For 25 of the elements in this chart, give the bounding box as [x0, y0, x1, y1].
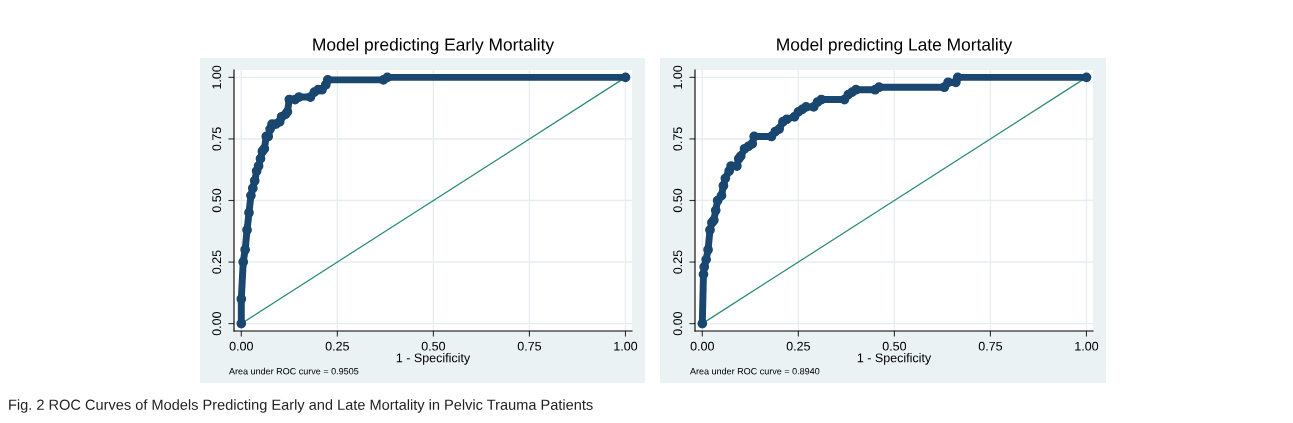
- x-tick-label: 0.00: [229, 341, 253, 351]
- x-axis-title: 1 - Specificity: [396, 353, 471, 365]
- x-tick-label: 1.00: [1075, 341, 1099, 351]
- x-tick-label: 0.25: [325, 341, 349, 351]
- x-axis-title: 1 - Specificity: [857, 353, 932, 365]
- x-tick-label: 0.75: [978, 341, 1003, 351]
- y-tick-label: 0.75: [673, 127, 683, 151]
- y-tick-label: 0.25: [673, 250, 683, 274]
- x-tick-label: 0.25: [786, 341, 810, 351]
- y-tick-label: 0.75: [212, 127, 222, 151]
- y-tick-label: 1.00: [212, 65, 222, 89]
- text: Area under ROC curve = 0.9505: [229, 367, 359, 375]
- x-tick-label: 1.00: [614, 341, 638, 351]
- chart-title: Model predicting Early Mortality: [313, 37, 555, 55]
- chart-title: Model predicting Late Mortality: [777, 37, 1013, 55]
- y-tick-label: 0.25: [212, 250, 222, 274]
- x-tick-label: 0.00: [690, 341, 714, 351]
- text: Area under ROC curve = 0.8940: [690, 367, 820, 375]
- y-tick-label: 0.50: [673, 188, 683, 213]
- x-tick-label: 0.50: [421, 341, 446, 351]
- caption: Fig. 2 ROC Curves of Models Predicting Early and Late Mortality in Pelvic Trauma Patients: [9, 399, 593, 413]
- x-tick-label: 0.50: [882, 341, 907, 351]
- x-tick-label: 0.75: [517, 341, 542, 351]
- y-tick-label: 0.50: [212, 188, 222, 213]
- y-tick-label: 1.00: [673, 65, 683, 89]
